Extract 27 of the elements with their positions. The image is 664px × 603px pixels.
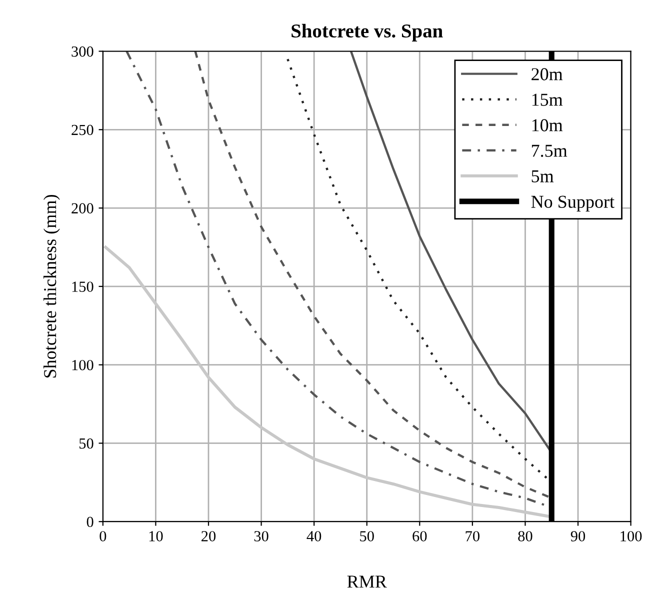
x-tick-label: 40 bbox=[306, 531, 322, 542]
x-tick-label: 60 bbox=[412, 531, 427, 542]
y-tick-label: 300 bbox=[72, 46, 94, 57]
x-tick-label: 90 bbox=[570, 531, 586, 542]
y-tick-label: 150 bbox=[72, 282, 94, 292]
legend-label: 10m bbox=[532, 119, 563, 132]
y-tick-label: 0 bbox=[86, 516, 94, 528]
legend-label: 5m bbox=[532, 170, 554, 182]
y-axis-title: Shotcrete thickness (mm) bbox=[43, 194, 60, 378]
y-tick-label: 50 bbox=[80, 438, 94, 449]
y-tick-label: 250 bbox=[72, 124, 94, 136]
legend-label: 20m bbox=[532, 68, 563, 80]
chart-title: Shotcrete vs. Span bbox=[292, 24, 443, 42]
y-tick-label: 200 bbox=[72, 203, 94, 214]
x-tick-label: 70 bbox=[466, 531, 480, 542]
x-tick-label: 10 bbox=[149, 531, 163, 542]
x-tick-label: 100 bbox=[620, 531, 642, 542]
x-tick-label: 80 bbox=[518, 531, 532, 542]
x-tick-label: 0 bbox=[100, 531, 106, 542]
y-tick-label: 100 bbox=[72, 360, 94, 370]
x-tick-label: 20 bbox=[202, 531, 216, 542]
ref-line-label: No Support bbox=[531, 196, 614, 212]
legend-label: 15m bbox=[532, 94, 563, 106]
legend-label: 7.5m bbox=[532, 144, 568, 157]
x-tick-label: 30 bbox=[254, 531, 268, 542]
x-axis-title: RMR bbox=[347, 576, 387, 588]
x-tick-label: 50 bbox=[360, 531, 374, 542]
